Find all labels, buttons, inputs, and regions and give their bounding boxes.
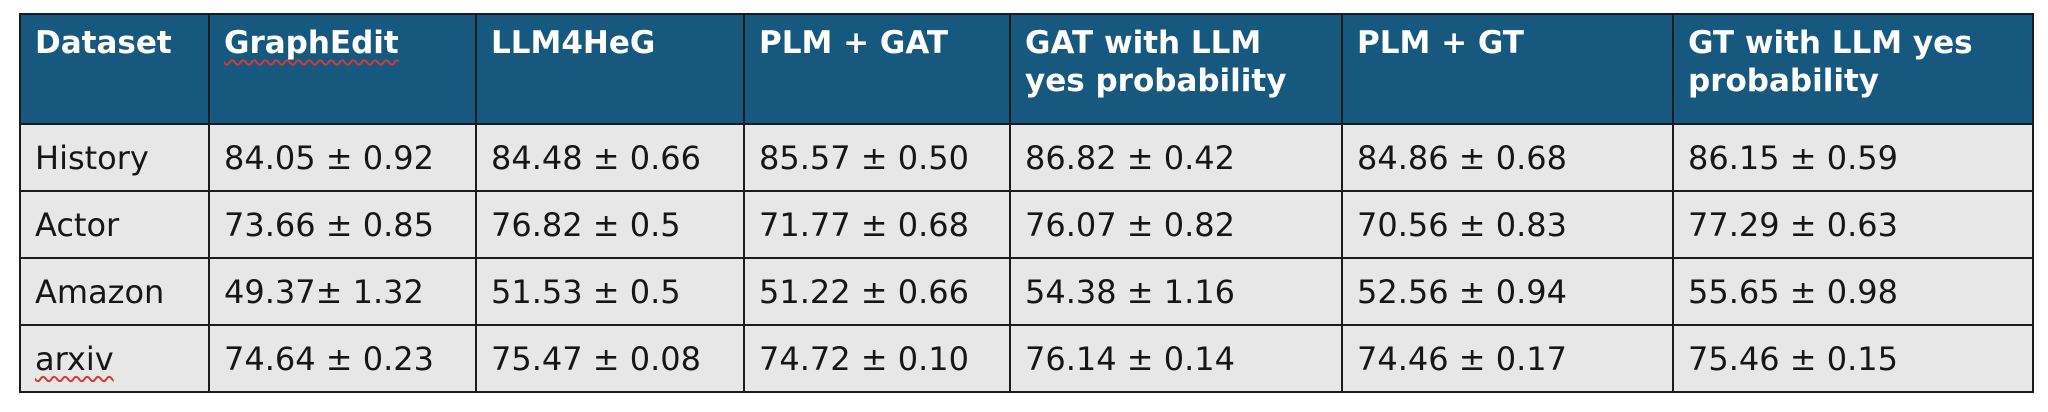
table-cell: 71.77 ± 0.68 [743,190,1011,259]
table-cell: 52.56 ± 0.94 [1341,257,1674,326]
table-cell: 74.46 ± 0.17 [1341,324,1674,393]
table-cell: 73.66 ± 0.85 [208,190,477,259]
table-cell: 85.57 ± 0.50 [743,123,1011,192]
table-cell: 86.15 ± 0.59 [1672,123,2034,192]
results-table-container: Dataset GraphEdit LLM4HeG PLM + GAT GAT … [19,13,2034,393]
header-cell-graphedit: GraphEdit [208,13,477,125]
table-cell: 70.56 ± 0.83 [1341,190,1674,259]
results-table: Dataset GraphEdit LLM4HeG PLM + GAT GAT … [19,13,2034,393]
table-cell: History [19,123,210,192]
header-cell-plm-gat: PLM + GAT [743,13,1011,125]
table-cell: 55.65 ± 0.98 [1672,257,2034,326]
table-row: History 84.05 ± 0.92 84.48 ± 0.66 85.57 … [19,123,2034,192]
table-cell: 84.48 ± 0.66 [475,123,745,192]
table-cell: 51.53 ± 0.5 [475,257,745,326]
table-cell: 84.86 ± 0.68 [1341,123,1674,192]
header-cell-llm4heg: LLM4HeG [475,13,745,125]
header-cell-gat-llm: GAT with LLM yes probability [1009,13,1343,125]
table-cell: 75.46 ± 0.15 [1672,324,2034,393]
table-cell: 76.82 ± 0.5 [475,190,745,259]
table-cell: 74.64 ± 0.23 [208,324,477,393]
table-cell: 76.14 ± 0.14 [1009,324,1343,393]
table-cell: 74.72 ± 0.10 [743,324,1011,393]
table-row: Actor 73.66 ± 0.85 76.82 ± 0.5 71.77 ± 0… [19,190,2034,259]
spellcheck-underlined-text: GraphEdit [224,25,399,61]
table-cell: Amazon [19,257,210,326]
table-row: arxiv 74.64 ± 0.23 75.47 ± 0.08 74.72 ± … [19,324,2034,393]
spellcheck-underlined-text: arxiv [35,339,114,378]
table-cell: arxiv [19,324,210,393]
table-cell: 84.05 ± 0.92 [208,123,477,192]
table-cell: 86.82 ± 0.42 [1009,123,1343,192]
table-cell: 75.47 ± 0.08 [475,324,745,393]
table-cell: 77.29 ± 0.63 [1672,190,2034,259]
header-row: Dataset GraphEdit LLM4HeG PLM + GAT GAT … [19,13,2034,125]
table-row: Amazon 49.37± 1.32 51.53 ± 0.5 51.22 ± 0… [19,257,2034,326]
header-cell-plm-gt: PLM + GT [1341,13,1674,125]
table-cell: 49.37± 1.32 [208,257,477,326]
header-cell-dataset: Dataset [19,13,210,125]
table-cell: 76.07 ± 0.82 [1009,190,1343,259]
table-cell: 54.38 ± 1.16 [1009,257,1343,326]
table-cell: 51.22 ± 0.66 [743,257,1011,326]
table-cell: Actor [19,190,210,259]
header-cell-gt-llm: GT with LLM yes probability [1672,13,2034,125]
